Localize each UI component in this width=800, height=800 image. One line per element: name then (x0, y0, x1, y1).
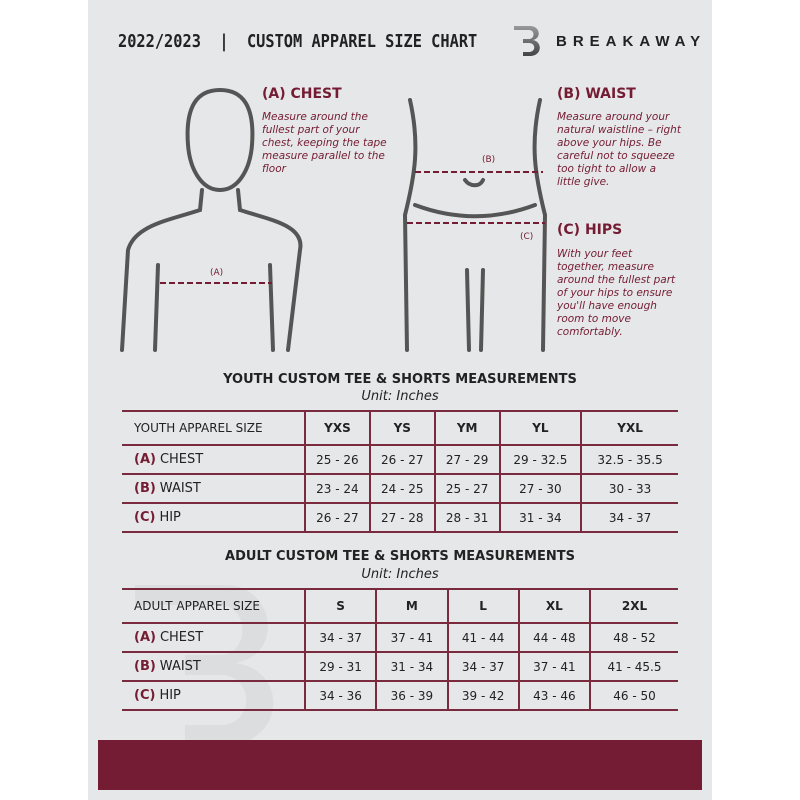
measurement-name: CHEST (159, 452, 204, 467)
footer-bar (98, 740, 702, 790)
table-row: (B) WAIST 23 - 24 24 - 25 25 - 27 27 - 30 30 -… (122, 474, 678, 504)
table-cell: 44 - 48 (517, 623, 590, 653)
table-cell: 30 - 33 (580, 474, 678, 504)
measurement-letter: (C) (134, 510, 156, 525)
adult-section-title: ADULT CUSTOM TEE & SHORTS MEASUREMENTS (225, 549, 575, 564)
table-cell: 39 - 42 (446, 681, 519, 711)
lower-body-illustration (402, 98, 548, 352)
measurement-name: WAIST (159, 481, 201, 496)
size-header: YXS (304, 410, 370, 446)
measurement-label: (B) WAIST (122, 474, 305, 504)
size-label-header: YOUTH APPAREL SIZE (122, 410, 305, 446)
size-header: L (446, 588, 519, 624)
size-header: YS (368, 410, 435, 446)
measurement-letter: (B) (134, 481, 156, 496)
measurement-name: CHEST (159, 630, 204, 645)
table-cell: 24 - 25 (368, 474, 435, 504)
table-row: (A) CHEST 34 - 37 37 - 41 41 - 44 44 - 48 48 -… (122, 623, 678, 653)
table-cell: 26 - 27 (368, 445, 435, 475)
brand-logo (514, 26, 540, 56)
table-cell: 34 - 36 (303, 681, 377, 711)
table-cell: 34 - 37 (446, 652, 519, 682)
table-cell: 34 - 37 (580, 503, 678, 533)
table-cell: 29 - 31 (303, 652, 377, 682)
youth-unit: Unit: Inches (361, 389, 439, 404)
table-row: (C) HIP 34 - 36 36 - 39 39 - 42 43 - 46 46 - 5… (122, 681, 678, 711)
table-cell: 31 - 34 (498, 503, 582, 533)
table-row: (B) WAIST 29 - 31 31 - 34 34 - 37 37 - 41 41 -… (122, 652, 678, 682)
measurement-letter: (A) (134, 630, 156, 645)
size-header: YXL (580, 410, 678, 446)
table-cell: 48 - 52 (589, 623, 678, 653)
size-header: 2XL (589, 588, 678, 624)
upper-body-illustration (120, 87, 303, 352)
waist-heading: (B) WAIST (557, 86, 636, 102)
table-row: (C) HIP 26 - 27 27 - 28 28 - 31 31 - 34 34 - 3… (122, 503, 678, 533)
table-header-row: ADULT APPAREL SIZE S M L XL 2XL (122, 588, 678, 624)
measurement-label: (A) CHEST (122, 623, 305, 653)
measurement-name: HIP (159, 688, 181, 703)
size-label-header: ADULT APPAREL SIZE (122, 588, 305, 624)
brand-name: BREAKAWAY (556, 33, 707, 50)
hips-heading: (C) HIPS (557, 222, 623, 238)
measurement-letter: (C) (134, 688, 156, 703)
size-header: S (303, 588, 377, 624)
table-cell: 43 - 46 (517, 681, 590, 711)
marker-c: (C) (520, 232, 534, 242)
measurement-name: WAIST (159, 659, 201, 674)
table-cell: 26 - 27 (304, 503, 370, 533)
table-cell: 23 - 24 (304, 474, 370, 504)
marker-b: (B) (482, 155, 496, 165)
table-cell: 27 - 29 (433, 445, 500, 475)
table-cell: 28 - 31 (433, 503, 500, 533)
size-header: M (375, 588, 448, 624)
size-header: YL (498, 410, 582, 446)
youth-section-title: YOUTH CUSTOM TEE & SHORTS MEASUREMENTS (223, 372, 577, 387)
measurement-label: (C) HIP (122, 681, 305, 711)
table-header-row: YOUTH APPAREL SIZE YXS YS YM YL YXL (122, 410, 678, 446)
table-cell: 25 - 27 (433, 474, 500, 504)
table-cell: 29 - 32.5 (498, 445, 582, 475)
measurement-letter: (B) (134, 659, 156, 674)
table-cell: 37 - 41 (375, 623, 448, 653)
marker-a: (A) (210, 268, 224, 278)
adult-size-table: ADULT APPAREL SIZE S M L XL 2XL (A) CHEST 34 - 3… (122, 588, 678, 711)
measurement-label: (B) WAIST (122, 652, 305, 682)
chest-heading: (A) CHEST (262, 86, 342, 102)
measurement-label: (C) HIP (122, 503, 305, 533)
page-title: 2022/2023 | CUSTOM APPAREL SIZE CHART (118, 31, 478, 52)
table-cell: 27 - 30 (498, 474, 582, 504)
table-cell: 34 - 37 (303, 623, 377, 653)
table-cell: 36 - 39 (375, 681, 448, 711)
measurement-name: HIP (159, 510, 181, 525)
table-cell: 41 - 44 (446, 623, 519, 653)
table-row: (A) CHEST 25 - 26 26 - 27 27 - 29 29 - 32.5 32… (122, 445, 678, 475)
table-cell: 46 - 50 (589, 681, 678, 711)
youth-size-table: YOUTH APPAREL SIZE YXS YS YM YL YXL (A) CHEST 25… (122, 410, 678, 533)
measurement-letter: (A) (134, 452, 156, 467)
size-header: YM (433, 410, 500, 446)
measurement-label: (A) CHEST (122, 445, 305, 475)
adult-unit: Unit: Inches (361, 567, 439, 582)
table-cell: 25 - 26 (304, 445, 370, 475)
hips-description: With your feet together, measure around … (557, 248, 676, 338)
size-header: XL (517, 588, 590, 624)
chest-description: Measure around the fullest part of your … (262, 111, 387, 175)
table-cell: 32.5 - 35.5 (580, 445, 678, 475)
table-cell: 27 - 28 (368, 503, 435, 533)
table-cell: 41 - 45.5 (589, 652, 678, 682)
table-cell: 37 - 41 (517, 652, 590, 682)
waist-description: Measure around your natural waistline – … (557, 111, 681, 188)
table-cell: 31 - 34 (375, 652, 448, 682)
